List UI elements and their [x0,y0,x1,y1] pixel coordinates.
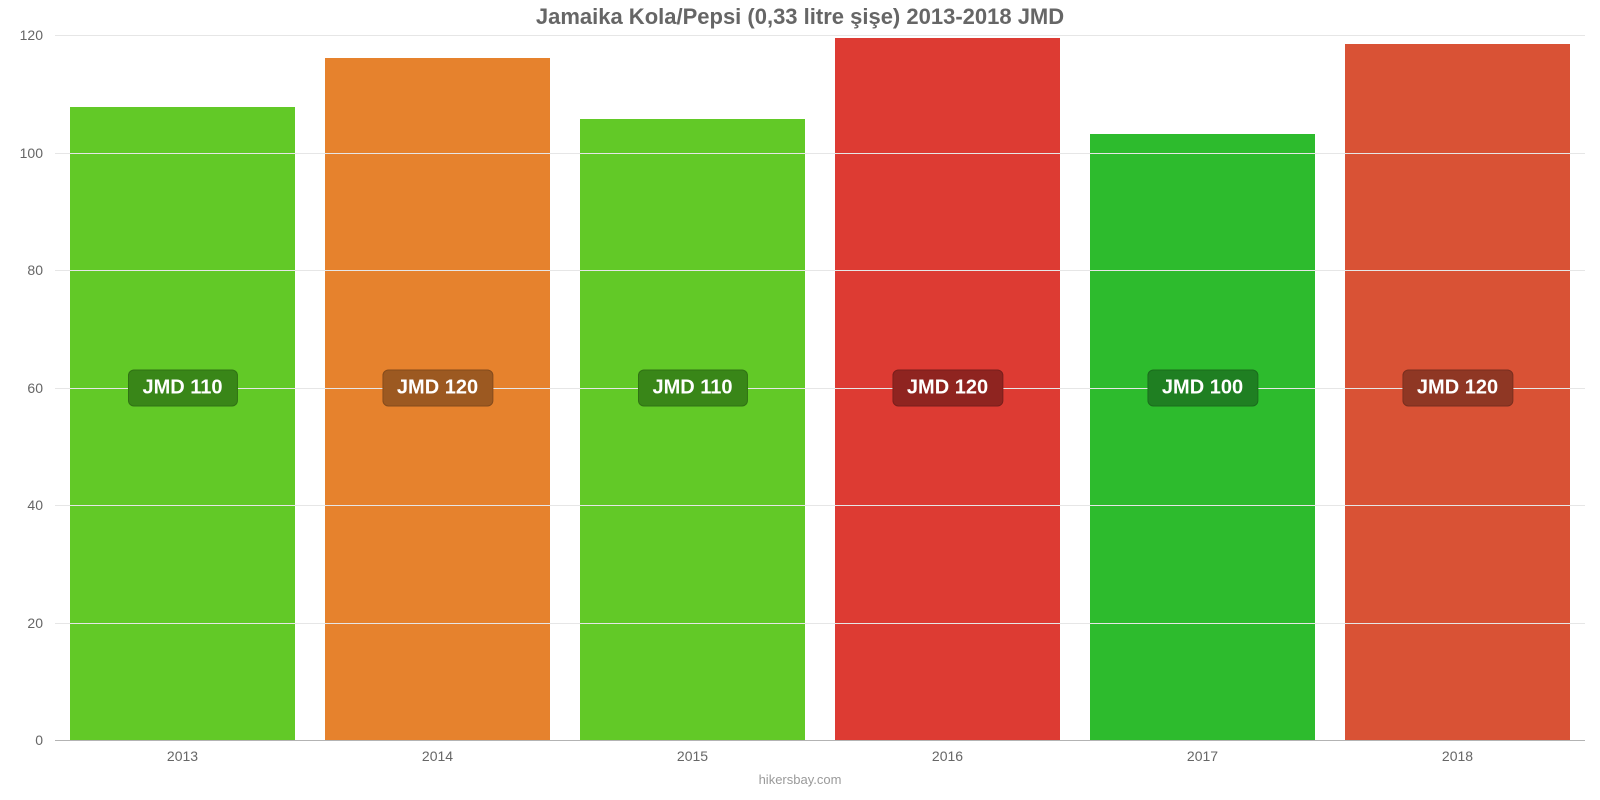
gridline [55,388,1585,389]
bar-value-label: JMD 120 [1402,369,1513,406]
bar [1090,134,1314,740]
xtick-label: 2018 [1442,748,1473,764]
bar-value-label: JMD 100 [1147,369,1258,406]
ytick-label: 100 [3,145,43,161]
xtick-label: 2015 [677,748,708,764]
gridline [55,270,1585,271]
baseline [55,740,1585,741]
ytick-label: 20 [3,615,43,631]
gridline [55,153,1585,154]
price-chart: Jamaika Kola/Pepsi (0,33 litre şişe) 201… [0,0,1600,800]
xtick-label: 2016 [932,748,963,764]
ytick-label: 120 [3,27,43,43]
ytick-label: 60 [3,380,43,396]
xtick-label: 2013 [167,748,198,764]
gridline [55,35,1585,36]
xtick-label: 2014 [422,748,453,764]
bar-value-label: JMD 120 [382,369,493,406]
ytick-label: 40 [3,497,43,513]
bar-value-label: JMD 110 [127,369,237,406]
xtick-label: 2017 [1187,748,1218,764]
bar-value-label: JMD 110 [637,369,747,406]
gridline [55,623,1585,624]
attribution-text: hikersbay.com [0,772,1600,787]
bar [580,119,804,740]
gridline [55,505,1585,506]
ytick-label: 80 [3,262,43,278]
chart-title: Jamaika Kola/Pepsi (0,33 litre şişe) 201… [0,4,1600,30]
ytick-label: 0 [3,732,43,748]
bar-value-label: JMD 120 [892,369,1003,406]
bar [70,107,294,740]
plot-area [55,35,1585,740]
